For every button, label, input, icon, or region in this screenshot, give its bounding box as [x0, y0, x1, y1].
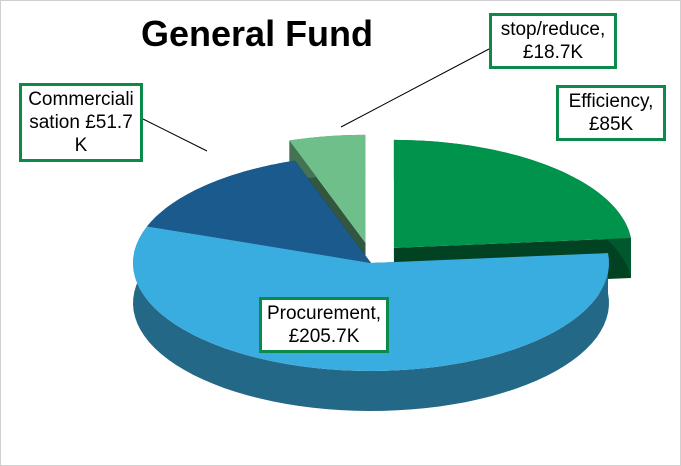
leader-line — [340, 48, 490, 128]
chart-title: General Fund — [141, 13, 374, 54]
data-label: stop/reduce, £18.7K — [489, 13, 617, 69]
leader-line — [142, 118, 208, 152]
slice — [289, 134, 366, 243]
slices — [133, 134, 631, 411]
slice — [393, 139, 631, 248]
slice-side — [133, 226, 609, 411]
data-label: Commercialisation £51.7K — [19, 83, 143, 162]
data-label: Efficiency, £85K — [556, 85, 666, 141]
data-label: Procurement, £205.7K — [259, 297, 389, 353]
slice — [147, 160, 371, 263]
